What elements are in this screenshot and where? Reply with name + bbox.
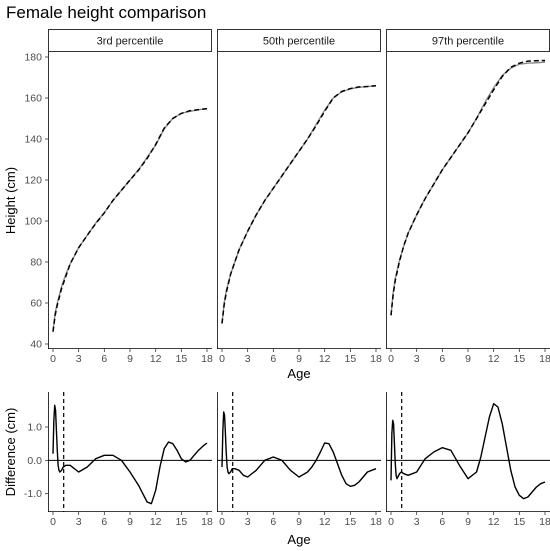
difference-panel: 0 3 6 9 12 15 18 [386,392,550,528]
x-tick-label: 9 [127,353,133,365]
x-tick-label: 3 [245,353,251,365]
y-tick-label: 0.0 [27,455,42,467]
x-tick-label: 9 [296,353,302,365]
x-tick-label: 15 [175,516,187,528]
x-tick-label: 9 [296,516,302,528]
x-tick-label: 0 [50,516,56,528]
x-tick-label: 0 [388,516,394,528]
x-tick-label: 15 [344,353,356,365]
x-tick-label: 15 [175,353,187,365]
height-panel: 0 3 6 9 12 15 18 [217,52,382,365]
chart-title: Female height comparison [6,3,206,22]
x-tick-label: 6 [270,516,276,528]
x-tick-label: 0 [219,353,225,365]
facet-strip-label: 50th percentile [263,36,335,48]
facet-strip [217,29,381,52]
x-tick-label: 12 [488,516,500,528]
x-tick-label: 3 [414,516,420,528]
series-line-solid [390,61,546,316]
y-tick-label: 160 [24,93,42,105]
x-tick-label: 18 [539,516,550,528]
facet-strip-label: 97th percentile [432,36,504,48]
y-tick-label: 40 [30,339,42,351]
x-tick-label: 0 [219,516,225,528]
x-tick-label: 6 [101,353,107,365]
series-line-dashed [52,107,208,332]
y-tick-label: 80 [30,257,42,269]
x-tick-label: 6 [101,516,107,528]
x-tick-label: 15 [344,516,356,528]
difference-line [221,411,377,488]
x-tick-label: 12 [150,516,162,528]
x-tick-label: 18 [370,353,382,365]
x-tick-label: 9 [127,516,133,528]
x-tick-label: 9 [465,353,471,365]
y-tick-label: -1.0 [24,488,42,500]
x-tick-label: 12 [319,353,331,365]
y-tick-label: 100 [24,216,42,228]
x-tick-label: 12 [488,353,500,365]
panels: 3rd percentile 50th percentile 97th percen… [3,29,550,547]
x-tick-label: 12 [150,353,162,365]
x-tick-label: 3 [414,353,420,365]
x-tick-label: 18 [539,353,550,365]
difference-line [390,402,546,500]
x-tick-label: 15 [513,353,525,365]
x-tick-label: 6 [439,516,445,528]
y-tick-label: 60 [30,298,42,310]
x-tick-label: 9 [465,516,471,528]
x-tick-label: 18 [370,516,382,528]
y-axis-title: Difference (cm) [3,408,18,497]
y-tick-label: 140 [24,134,42,146]
series-line-solid [221,85,377,324]
x-tick-label: 18 [201,353,213,365]
series-line-dashed [390,59,546,316]
x-tick-label: 0 [50,353,56,365]
y-tick-label: 180 [24,52,42,64]
x-tick-label: 6 [439,353,445,365]
difference-line [52,404,208,505]
y-axis-title: Height (cm) [3,167,18,234]
x-tick-label: 3 [76,516,82,528]
x-tick-label: 15 [513,516,525,528]
series-line-solid [52,107,208,332]
difference-panel: 0 3 6 9 12 15 18 [217,392,382,528]
height-panel: 0 3 6 9 12 15 18 [386,52,550,365]
x-tick-label: 18 [201,516,213,528]
x-tick-label: 12 [319,516,331,528]
series-line-dashed [221,84,377,324]
x-tick-label: 0 [388,353,394,365]
x-tick-label: 3 [76,353,82,365]
x-tick-label: 6 [270,353,276,365]
height-panel: 0 3 6 9 12 15 18 [48,52,213,365]
x-axis-title: Age [287,366,310,381]
x-axis-title: Age [287,532,310,547]
difference-panel: 0 3 6 9 12 15 18 [48,392,213,528]
y-tick-label: 120 [24,175,42,187]
x-tick-label: 3 [245,516,251,528]
facet-strip [48,29,212,52]
facet-strip-label: 3rd percentile [97,36,164,48]
y-tick-label: 1.0 [27,422,42,434]
